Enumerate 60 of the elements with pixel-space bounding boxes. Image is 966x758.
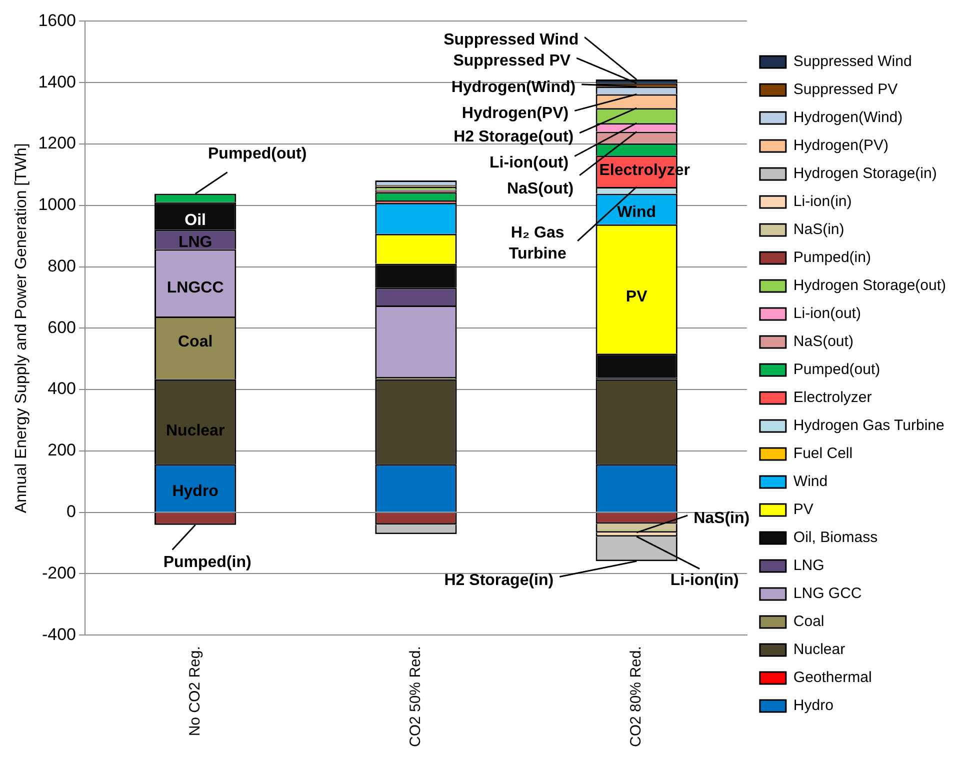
annotation: Suppressed Wind bbox=[444, 32, 579, 49]
legend-label: Li-ion(in) bbox=[793, 193, 852, 210]
y-tick-label: 0 bbox=[66, 502, 76, 522]
annotation: Pumped(in) bbox=[163, 554, 252, 572]
legend-label: Hydrogen Gas Turbine bbox=[793, 417, 944, 434]
annotation: Nuclear bbox=[166, 422, 225, 440]
annotation: LNG bbox=[178, 234, 212, 252]
x-tick-label: CO2 80% Red. bbox=[628, 646, 645, 748]
annotation: Pumped(out) bbox=[208, 146, 307, 163]
annotation: Hydrogen(PV) bbox=[462, 105, 569, 122]
y-tick-label: 1600 bbox=[38, 10, 76, 30]
y-axis-title: Annual Energy Supply and Power Generation [TWh] bbox=[13, 143, 30, 514]
legend-label: Suppressed PV bbox=[793, 81, 898, 98]
legend-label: Hydrogen(Wind) bbox=[793, 109, 903, 126]
annotation: PV bbox=[626, 288, 648, 306]
legend-label: Hydrogen(PV) bbox=[793, 137, 888, 154]
legend-label: LNG bbox=[793, 557, 824, 574]
annotation: H₂ Gas Turbine bbox=[508, 224, 566, 262]
annotation: Suppressed PV bbox=[453, 52, 571, 70]
annotation: Hydro bbox=[172, 482, 219, 500]
annotation: H2 Storage(out) bbox=[454, 128, 574, 146]
legend-label: Wind bbox=[793, 473, 828, 490]
legend-label: Coal bbox=[793, 613, 824, 630]
y-tick-label: -200 bbox=[42, 563, 76, 582]
y-tick-label: -400 bbox=[42, 624, 76, 644]
y-tick-label: 400 bbox=[48, 379, 76, 398]
y-tick-label: 1200 bbox=[38, 134, 76, 153]
y-tick-label: 1400 bbox=[38, 72, 76, 92]
annotation: Coal bbox=[178, 334, 213, 351]
legend-label: NaS(out) bbox=[793, 333, 854, 350]
y-tick-label: 600 bbox=[48, 318, 76, 337]
annotation: LNGCC bbox=[166, 280, 224, 297]
legend-label: Hydrogen Storage(out) bbox=[793, 277, 946, 294]
legend-label: Geothermal bbox=[793, 669, 872, 686]
legend-label: Pumped(out) bbox=[793, 361, 880, 378]
annotation: Hydrogen(Wind) bbox=[451, 78, 576, 96]
y-tick-label: 1000 bbox=[38, 195, 76, 214]
y-tick-label: 200 bbox=[48, 440, 76, 460]
legend-label: Suppressed Wind bbox=[793, 53, 912, 70]
legend-label: Oil, Biomass bbox=[793, 529, 878, 546]
legend-label: Hydro bbox=[793, 697, 834, 714]
y-tick-label: 800 bbox=[48, 256, 76, 276]
annotation: Wind bbox=[617, 204, 656, 222]
annotation: NaS(in) bbox=[694, 510, 750, 527]
legend-label: Nuclear bbox=[793, 641, 846, 658]
legend-label: PV bbox=[793, 501, 814, 518]
annotation: Oil bbox=[184, 212, 206, 230]
legend-label: Hydrogen Storage(in) bbox=[793, 165, 937, 182]
legend-label: Li-ion(out) bbox=[793, 305, 861, 322]
x-tick-label: CO2 50% Red. bbox=[407, 646, 424, 748]
annotation: Li-ion(in) bbox=[670, 572, 739, 590]
legend-label: Fuel Cell bbox=[793, 445, 853, 462]
annotation: Li-ion(out) bbox=[490, 154, 569, 172]
legend-label: Electrolyzer bbox=[793, 389, 872, 406]
legend-label: Pumped(in) bbox=[793, 249, 871, 266]
legend-label: NaS(in) bbox=[793, 221, 844, 238]
annotation: NaS(out) bbox=[506, 180, 574, 198]
annotation: H2 Storage(in) bbox=[444, 572, 554, 590]
x-tick-label: No CO2 Reg. bbox=[186, 646, 204, 736]
legend-label: LNG GCC bbox=[793, 585, 862, 602]
